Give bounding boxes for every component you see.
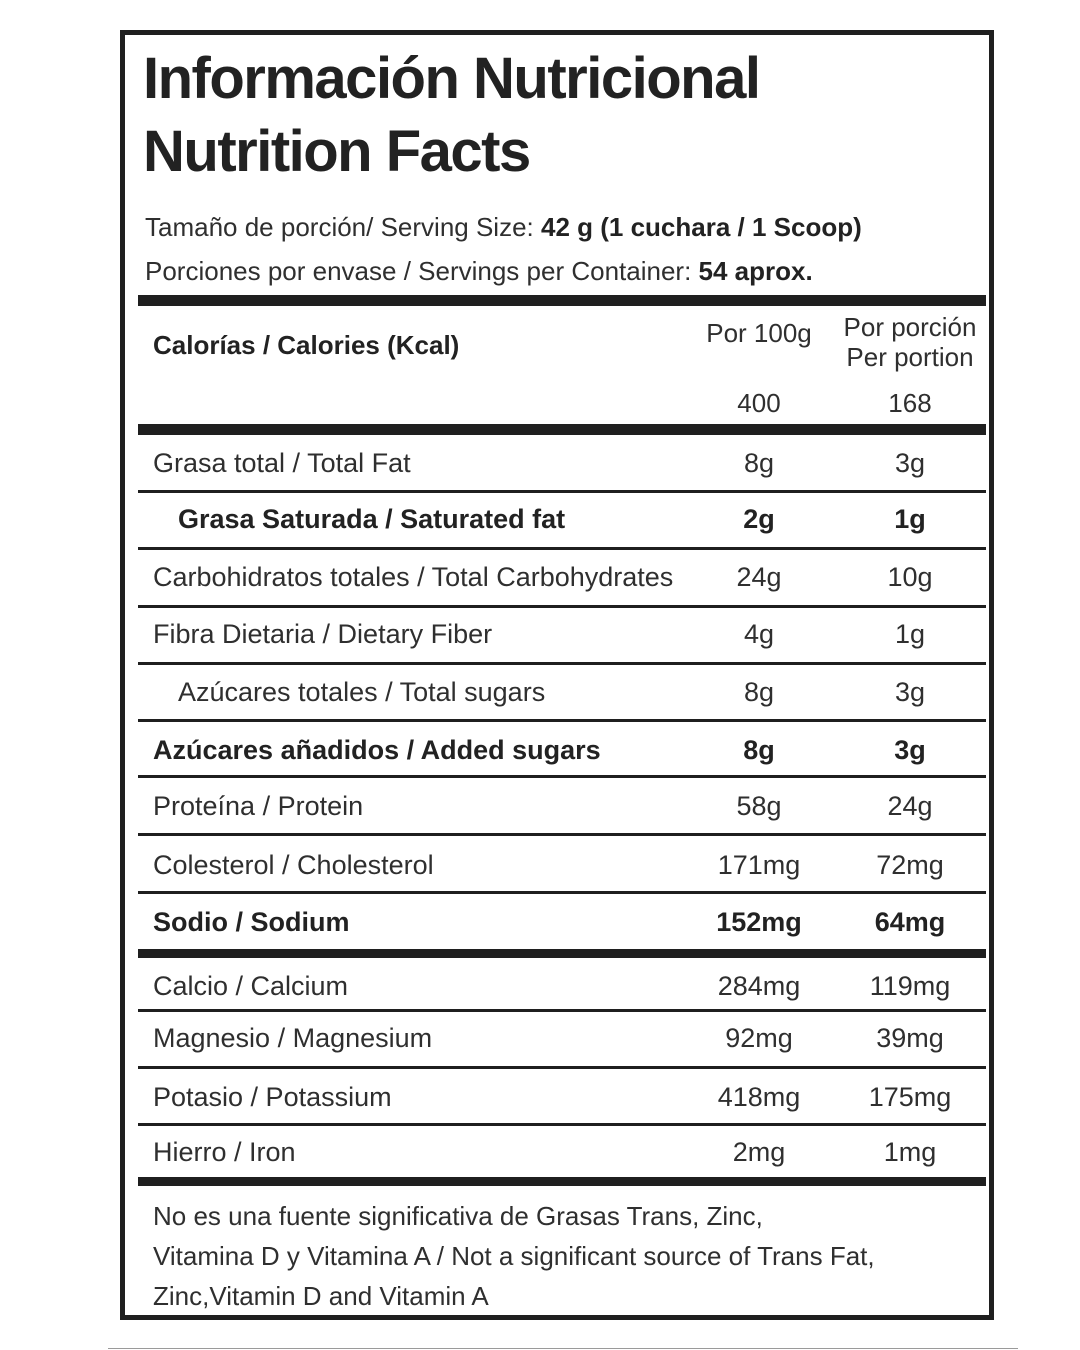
title-spanish: Información Nutricional: [143, 46, 761, 111]
nutrient-value-100g: 8g: [743, 677, 775, 707]
nutrient-value-100g: 2g: [743, 504, 775, 534]
nutrient-value-portion: 64mg: [874, 907, 946, 937]
nutrient-name: Fibra Dietaria / Dietary Fiber: [153, 619, 493, 649]
nutrient-name: Potasio / Potassium: [153, 1082, 392, 1112]
divider-thick: [138, 424, 986, 435]
footnote-line: No es una fuente significativa de Grasas…: [153, 1201, 763, 1231]
nutrient-name: Proteína / Protein: [153, 791, 364, 821]
column-header-portion-es: Por porción: [843, 312, 977, 342]
divider-thin: [138, 891, 986, 894]
nutrient-value-portion: 175mg: [868, 1082, 952, 1112]
nutrient-row-iron: Hierro / Iron 2mg 1mg: [138, 1133, 986, 1173]
divider-thin: [138, 775, 986, 778]
serving-size: Tamaño de porción/ Serving Size: 42 g (1…: [145, 212, 862, 243]
nutrient-name: Carbohidratos totales / Total Carbohydra…: [153, 562, 674, 592]
page-divider: [108, 1348, 1018, 1349]
nutrient-row-sodium: Sodio / Sodium 152mg 64mg: [138, 903, 986, 943]
column-header-100g: Por 100g: [706, 318, 812, 348]
nutrient-value-portion: 1g: [894, 504, 926, 534]
nutrient-value-portion: 39mg: [876, 1023, 944, 1053]
footnote-line: Zinc,Vitamin D and Vitamin A: [153, 1281, 489, 1311]
nutrient-name: Azúcares añadidos / Added sugars: [153, 735, 601, 765]
nutrient-value-portion: 1g: [894, 619, 926, 649]
divider-thin: [138, 1009, 986, 1012]
nutrient-value-portion: 72mg: [876, 850, 944, 880]
nutrient-value-100g: 284mg: [717, 971, 801, 1001]
serving-size-value: 42 g (1 cuchara / 1 Scoop): [541, 212, 862, 242]
nutrient-value-portion: 3g: [894, 735, 926, 765]
calories-value-100g: 400: [737, 388, 781, 418]
nutrient-name: Grasa Saturada / Saturated fat: [178, 504, 566, 534]
divider-thin: [138, 1123, 986, 1126]
divider-thick: [138, 949, 986, 958]
calories-label: Calorías / Calories (Kcal): [153, 330, 460, 360]
servings-per-container: Porciones por envase / Servings per Cont…: [145, 256, 813, 287]
divider-thin: [138, 662, 986, 665]
nutrient-name: Colesterol / Cholesterol: [153, 850, 434, 880]
nutrient-row-calcium: Calcio / Calcium 284mg 119mg: [138, 967, 986, 1007]
divider-thick: [138, 295, 986, 306]
nutrient-value-100g: 2mg: [732, 1137, 786, 1167]
nutrient-value-portion: 3g: [894, 448, 926, 478]
nutrient-value-100g: 152mg: [716, 907, 802, 937]
divider-thin: [138, 1066, 986, 1069]
nutrient-row-saturated-fat: Grasa Saturada / Saturated fat 2g 1g: [138, 500, 986, 540]
divider-thin: [138, 719, 986, 722]
divider-thick: [138, 1177, 986, 1186]
servings-per-container-label: Porciones por envase / Servings per Cont…: [145, 256, 699, 286]
nutrient-name: Sodio / Sodium: [153, 907, 350, 937]
nutrient-value-100g: 92mg: [725, 1023, 793, 1053]
nutrition-label-frame: [120, 30, 994, 1320]
nutrient-value-100g: 171mg: [717, 850, 801, 880]
column-header-portion: Por porción Per portion: [836, 312, 984, 372]
column-header-portion-en: Per portion: [846, 342, 974, 372]
nutrient-value-portion: 3g: [894, 677, 926, 707]
nutrient-value-100g: 8g: [743, 735, 775, 765]
nutrient-value-portion: 24g: [887, 791, 933, 821]
nutrient-name: Calcio / Calcium: [153, 971, 349, 1001]
nutrient-row-cholesterol: Colesterol / Cholesterol 171mg 72mg: [138, 846, 986, 886]
servings-per-container-value: 54 aprox.: [698, 256, 813, 286]
calories-value-portion: 168: [888, 388, 932, 418]
nutrient-row-total-sugars: Azúcares totales / Total sugars 8g 3g: [138, 673, 986, 713]
nutrient-name: Azúcares totales / Total sugars: [178, 677, 546, 707]
nutrient-row-protein: Proteína / Protein 58g 24g: [138, 787, 986, 827]
divider-thin: [138, 490, 986, 493]
nutrient-name: Magnesio / Magnesium: [153, 1023, 433, 1053]
nutrient-value-100g: 58g: [736, 791, 782, 821]
nutrient-value-portion: 10g: [887, 562, 933, 592]
divider-thin: [138, 833, 986, 836]
nutrient-row-potassium: Potasio / Potassium 418mg 175mg: [138, 1078, 986, 1118]
nutrient-value-portion: 119mg: [869, 971, 951, 1001]
serving-size-label: Tamaño de porción/ Serving Size:: [145, 212, 541, 242]
footnote: No es una fuente significativa de Grasas…: [153, 1196, 953, 1316]
footnote-line: Vitamina D y Vitamina A / Not a signific…: [153, 1241, 875, 1271]
divider-thin: [138, 605, 986, 608]
nutrient-value-100g: 8g: [743, 448, 775, 478]
nutrient-row-dietary-fiber: Fibra Dietaria / Dietary Fiber 4g 1g: [138, 615, 986, 655]
divider-thin: [138, 547, 986, 550]
nutrient-name: Hierro / Iron: [153, 1137, 296, 1167]
nutrient-value-100g: 24g: [736, 562, 782, 592]
nutrient-row-total-fat: Grasa total / Total Fat 8g 3g: [138, 444, 986, 484]
nutrient-name: Grasa total / Total Fat: [153, 448, 411, 478]
nutrient-value-100g: 4g: [743, 619, 775, 649]
nutrient-value-portion: 1mg: [883, 1137, 937, 1167]
nutrient-row-total-carbohydrates: Carbohidratos totales / Total Carbohydra…: [138, 558, 986, 598]
nutrient-row-magnesium: Magnesio / Magnesium 92mg 39mg: [138, 1019, 986, 1059]
nutrient-value-100g: 418mg: [717, 1082, 801, 1112]
title-english: Nutrition Facts: [143, 119, 531, 184]
nutrient-row-added-sugars: Azúcares añadidos / Added sugars 8g 3g: [138, 731, 986, 771]
